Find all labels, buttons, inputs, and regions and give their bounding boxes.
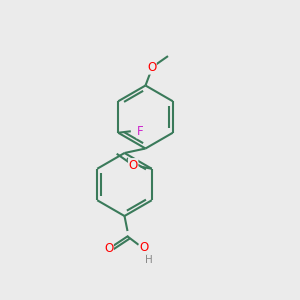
Text: O: O (129, 159, 138, 172)
Text: O: O (147, 61, 156, 74)
Text: O: O (140, 241, 148, 254)
Text: O: O (104, 242, 113, 255)
Text: F: F (136, 125, 143, 138)
Text: H: H (145, 255, 152, 266)
